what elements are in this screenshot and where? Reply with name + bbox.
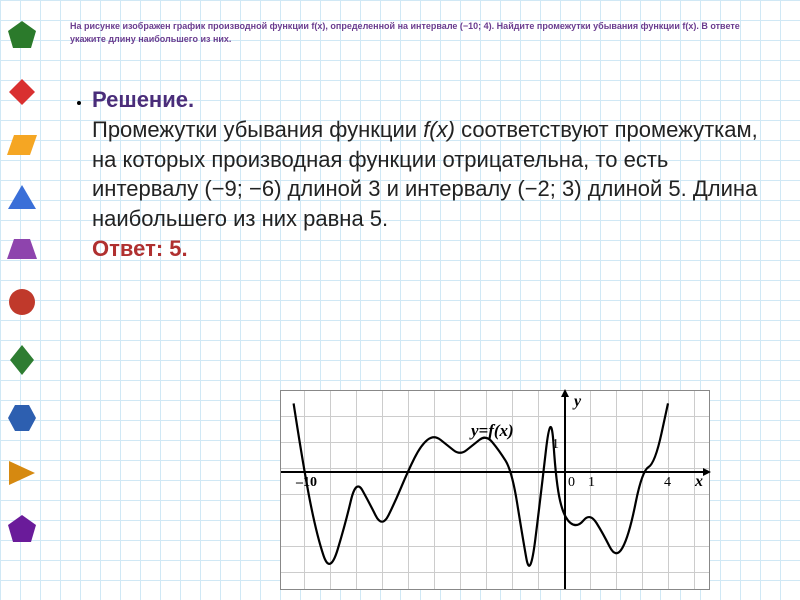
derivative-chart: y x y=f(x) –10 0 1 1 4 xyxy=(280,390,710,590)
shape-circle-icon xyxy=(8,288,36,316)
fx-notation: f(x) xyxy=(423,117,455,142)
shape-pentagon-icon xyxy=(7,20,37,50)
shape-trapezoid-icon xyxy=(6,238,38,260)
shape-square-icon xyxy=(8,78,36,106)
problem-statement: На рисунке изображен график производной … xyxy=(70,20,760,45)
shape-triangle-right-icon xyxy=(8,460,36,486)
shape-hexagon-icon xyxy=(7,404,37,432)
solution-text-1: Промежутки убывания функции xyxy=(92,117,423,142)
content-area: На рисунке изображен график производной … xyxy=(50,0,790,600)
shape-rhombus-icon xyxy=(9,344,35,376)
curve-svg xyxy=(281,391,711,591)
solution-label: Решение. xyxy=(92,87,194,112)
shape-parallelogram-icon xyxy=(6,134,38,156)
decorative-shapes-column xyxy=(2,20,42,580)
shape-pentagon2-icon xyxy=(7,514,37,544)
solution-paragraph: Решение. Промежутки убывания функции f(x… xyxy=(92,85,760,263)
shape-triangle-icon xyxy=(7,184,37,210)
answer-label: Ответ: 5. xyxy=(92,236,188,261)
